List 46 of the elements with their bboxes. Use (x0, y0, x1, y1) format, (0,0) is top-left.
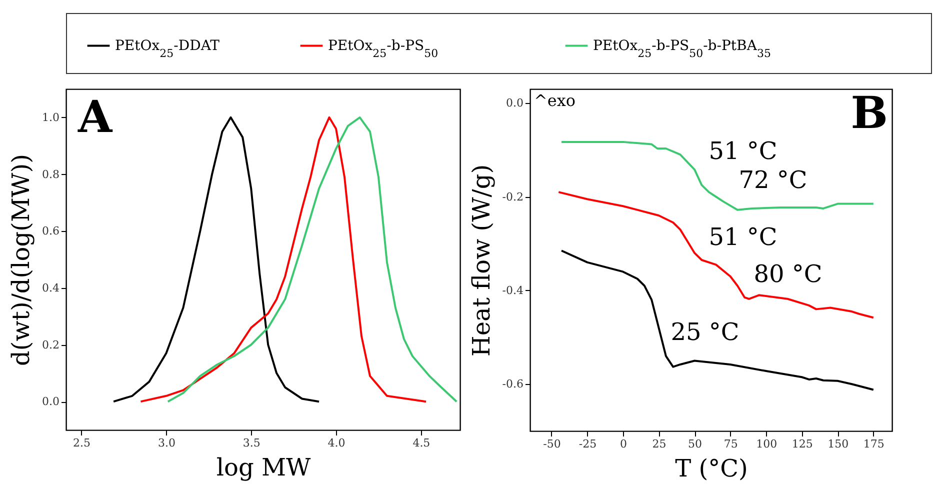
x-tick-label: 75 (724, 438, 738, 450)
x-tick-label: 4.0 (328, 436, 346, 450)
line-series (560, 140, 874, 211)
annotation: ^exo (534, 91, 576, 110)
annotation: 72 °C (738, 166, 808, 194)
y-axis-title: d(wt)/d(log(MW)) (7, 154, 36, 366)
y-tick-label: -0.4 (502, 284, 524, 297)
annotation: B (850, 88, 888, 139)
x-tick-label: 175 (863, 438, 884, 450)
y-axis-title: Heat flow (W/g) (467, 164, 496, 357)
annotation: 25 °C (670, 318, 740, 346)
x-tick-label: 150 (828, 438, 849, 450)
x-tick-label: 100 (756, 438, 778, 450)
legend-label: PEtOx$_{25}$-b-PS$_{50}$ (328, 38, 438, 60)
x-tick-label: 2.5 (73, 436, 91, 450)
x-tick-label: 125 (792, 438, 813, 450)
y-tick-label: 0.0 (506, 96, 524, 110)
annotation: A (77, 92, 113, 143)
line-series (560, 250, 874, 391)
annotation: 51 °C (708, 223, 778, 251)
x-tick-label: -25 (578, 438, 597, 450)
y-tick-label: 0.2 (42, 338, 60, 352)
legend-label: PEtOx$_{25}$-b-PS$_{50}$-b-PtBA$_{35}$ (593, 38, 771, 60)
line-series (166, 116, 458, 403)
annotation: 51 °C (708, 137, 778, 165)
x-tick-label: -50 (543, 438, 561, 450)
x-tick-label: 3.5 (242, 436, 260, 450)
x-tick-label: 25 (652, 438, 666, 450)
y-tick-label: -0.2 (502, 190, 524, 204)
line-series (112, 116, 320, 403)
y-tick-label: 0.6 (42, 224, 60, 238)
x-tick-label: 0 (620, 438, 628, 450)
line-series (140, 116, 428, 403)
x-tick-label: 4.5 (412, 436, 430, 450)
x-tick-label: 50 (688, 438, 702, 450)
y-tick-label: 1.0 (42, 110, 60, 124)
y-tick-label: 0.4 (42, 281, 60, 294)
y-tick-label: 0.8 (42, 168, 60, 181)
x-axis-title: T (°C) (675, 454, 748, 482)
y-tick-label: 0.0 (42, 395, 60, 408)
line-series (558, 191, 874, 319)
y-tick-label: -0.6 (502, 378, 524, 391)
annotation: 80 °C (754, 260, 822, 288)
legend-label: PEtOx$_{25}$-DDAT (115, 38, 220, 60)
x-tick-label: 3.0 (158, 436, 176, 450)
x-axis-title: log MW (216, 454, 312, 482)
